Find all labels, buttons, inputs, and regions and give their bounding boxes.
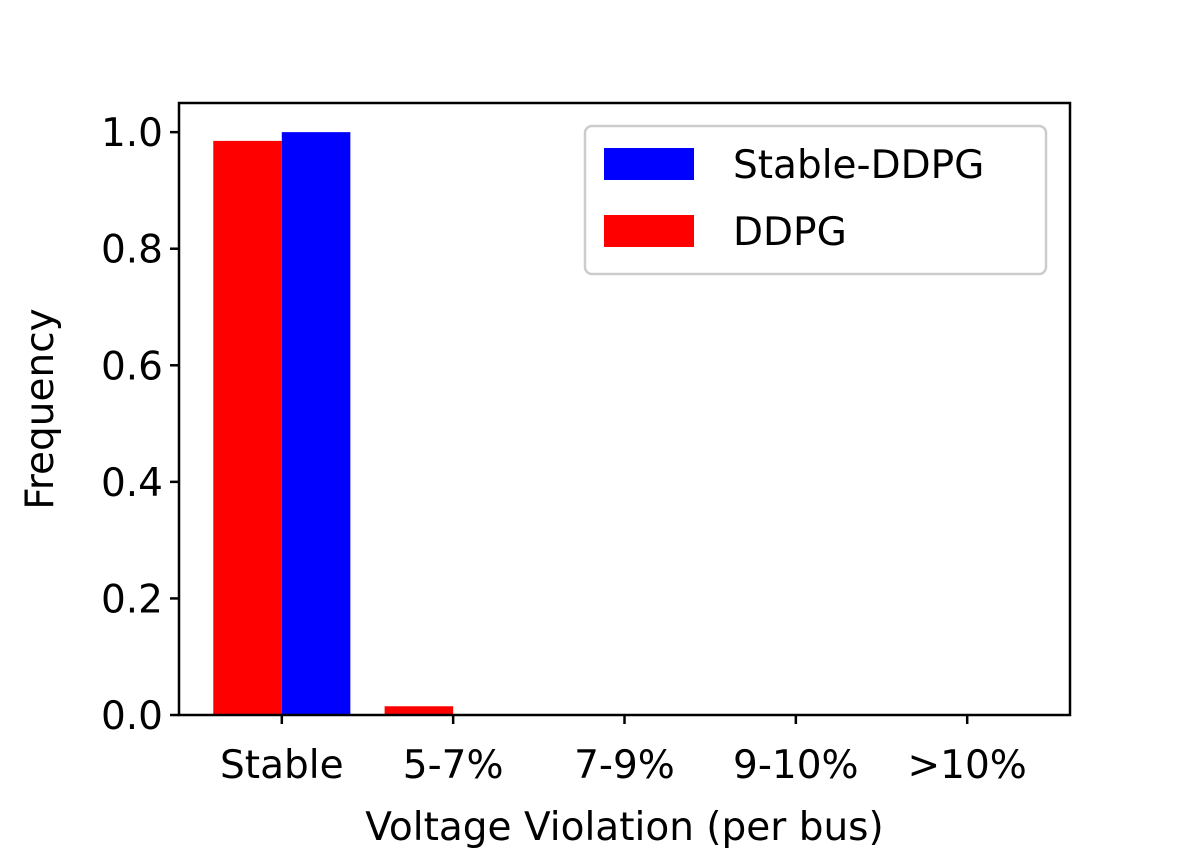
bars-group: [213, 132, 454, 715]
x-tick-label-5-7: 5-7%: [403, 743, 504, 788]
bar-ddpg-5-7: [384, 706, 454, 715]
bar-stable-ddpg-stable: [281, 132, 351, 715]
y-tick-label: 0.4: [101, 461, 163, 506]
y-tick-label: 1.0: [101, 111, 163, 156]
x-tick-label-stable: Stable: [220, 743, 344, 788]
x-tick-label-10: >10%: [908, 743, 1027, 788]
legend-swatch-stable-ddpg: [604, 148, 694, 180]
x-tick-label-7-9: 7-9%: [574, 743, 675, 788]
y-axis-title: Frequency: [18, 308, 63, 509]
y-tick-label: 0.0: [101, 694, 163, 739]
legend-swatch-ddpg: [604, 215, 694, 247]
y-tick-label: 0.6: [101, 344, 163, 389]
legend-label-ddpg: DDPG: [733, 210, 847, 255]
x-axis-title: Voltage Violation (per bus): [365, 805, 883, 850]
legend-label-stable-ddpg: Stable-DDPG: [733, 143, 984, 188]
x-axis: Stable 5-7% 7-9% 9-10% >10%: [220, 715, 1027, 788]
x-tick-label-9-10: 9-10%: [733, 743, 859, 788]
legend-box: [583, 124, 1048, 276]
legend: Stable-DDPG DDPG: [583, 124, 1048, 276]
y-tick-label: 0.2: [101, 577, 163, 622]
bar-ddpg-stable: [213, 140, 282, 715]
y-axis: 0.0 0.2 0.4 0.6 0.8 1.0: [101, 111, 179, 739]
y-tick-label: 0.8: [101, 228, 163, 273]
